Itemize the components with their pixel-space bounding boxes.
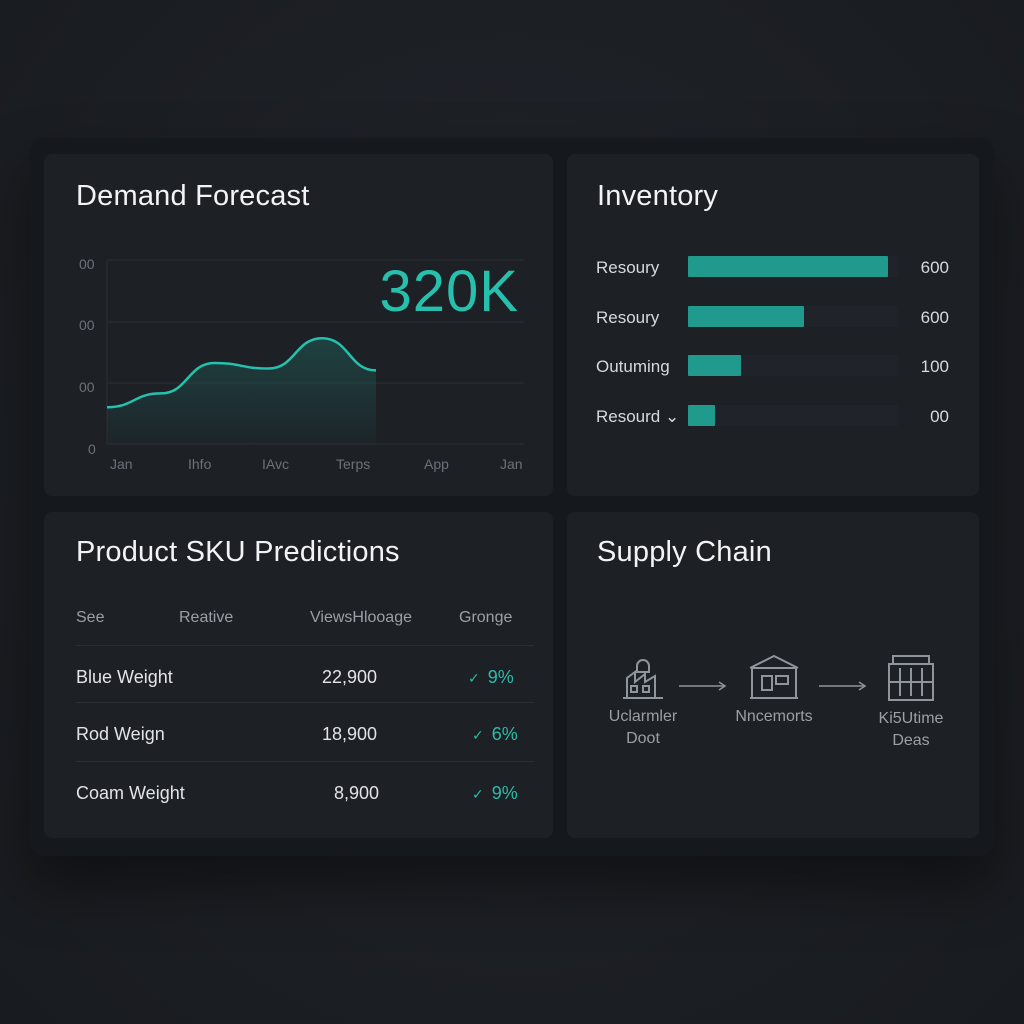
- factory-icon: [623, 659, 663, 699]
- y-tick-label: 00: [79, 256, 95, 272]
- trend-up-icon: ✓: [472, 786, 484, 802]
- inventory-row-label: Resourd ⌄: [596, 407, 680, 426]
- table-row[interactable]: Blue Weight 22,900 ✓ 9%: [76, 645, 534, 703]
- supply-node-label: Uclarmler: [608, 708, 678, 725]
- arrow-right-icon: [679, 681, 727, 691]
- inventory-bar-track: [688, 355, 898, 376]
- inventory-bar-track: [688, 405, 898, 426]
- warehouse-icon: [749, 654, 799, 699]
- column-header[interactable]: See: [76, 609, 105, 626]
- inventory-row-value: 00: [930, 407, 949, 426]
- column-header[interactable]: Gronge: [459, 609, 513, 626]
- arrow-right-icon: [819, 681, 867, 691]
- series-line: [106, 336, 377, 409]
- inventory-row[interactable]: Outuming 100: [567, 355, 979, 379]
- x-tick-label: Jan: [110, 456, 133, 472]
- column-header[interactable]: ViewsHlooage: [310, 609, 412, 626]
- sku-value: 18,900: [322, 724, 378, 744]
- inventory-row-label: Resoury: [596, 308, 660, 327]
- demand-forecast-card: Demand Forecast 00 00 00 0 Jan Ihfo IAvc…: [44, 154, 553, 496]
- inventory-row[interactable]: Resoury 600: [567, 306, 979, 330]
- inventory-row-value: 100: [920, 357, 949, 376]
- x-tick-label: Terps: [336, 456, 371, 472]
- sku-value: 8,900: [334, 783, 380, 803]
- x-tick-label: App: [424, 456, 449, 472]
- store-icon: [888, 655, 934, 701]
- sku-name: Rod Weign: [76, 724, 165, 744]
- x-tick-label: Ihfo: [188, 456, 212, 472]
- demand-forecast-chart: [106, 259, 524, 445]
- sku-name: Blue Weight: [76, 667, 173, 687]
- sku-predictions-card: Product SKU Predictions See Reative View…: [44, 512, 553, 838]
- table-row[interactable]: Coam Weight 8,900 ✓ 9%: [76, 761, 534, 819]
- x-tick-label: Jan: [500, 456, 523, 472]
- supply-chain-title: Supply Chain: [597, 536, 772, 568]
- inventory-bar-track: [688, 256, 898, 277]
- supply-node-label: Ki5Utime: [878, 710, 944, 727]
- inventory-row-value: 600: [920, 258, 949, 277]
- inventory-bar: [688, 355, 741, 376]
- inventory-row-label: Resoury: [596, 258, 660, 277]
- y-tick-label: 00: [79, 317, 95, 333]
- trend-up-icon: ✓: [468, 670, 480, 686]
- supply-node-store[interactable]: Ki5Utime Deas: [861, 652, 961, 752]
- inventory-bar-track: [688, 306, 898, 327]
- sku-change: 9%: [487, 667, 514, 687]
- inventory-row-label: Outuming: [596, 357, 670, 376]
- y-tick-label: 0: [88, 441, 96, 457]
- supply-node-label: Deas: [892, 732, 930, 749]
- supply-node-factory[interactable]: Uclarmler Doot: [593, 652, 693, 750]
- column-header[interactable]: Reative: [179, 609, 234, 626]
- supply-node-warehouse[interactable]: Nncemorts: [719, 652, 829, 728]
- sku-predictions-title: Product SKU Predictions: [76, 536, 400, 568]
- supply-node-label: Doot: [626, 730, 660, 747]
- inventory-row[interactable]: Resourd ⌄ 00: [567, 405, 979, 429]
- demand-forecast-title: Demand Forecast: [76, 180, 310, 212]
- sku-change: 6%: [491, 724, 518, 744]
- table-row[interactable]: Rod Weign 18,900 ✓ 6%: [76, 702, 534, 760]
- trend-up-icon: ✓: [472, 727, 484, 743]
- inventory-bar: [688, 405, 716, 426]
- sku-value: 22,900: [322, 667, 378, 687]
- y-tick-label: 00: [79, 379, 95, 395]
- supply-chain-card: Supply Chain Uclarmler Doot: [567, 512, 979, 838]
- forecast-total-value: 320K: [379, 259, 519, 324]
- series-area: [107, 338, 376, 444]
- inventory-row[interactable]: Resoury 600: [567, 256, 979, 280]
- sku-name: Coam Weight: [76, 783, 185, 803]
- x-tick-label: IAvc: [262, 456, 289, 472]
- inventory-bar: [688, 256, 888, 277]
- sku-change: 9%: [491, 783, 518, 803]
- inventory-row-value: 600: [920, 308, 949, 327]
- inventory-bar: [688, 306, 804, 327]
- inventory-card: Inventory Resoury 600 Resoury 600 Outumi…: [567, 154, 979, 496]
- supply-node-label: Nncemorts: [735, 708, 813, 725]
- inventory-title: Inventory: [597, 180, 719, 212]
